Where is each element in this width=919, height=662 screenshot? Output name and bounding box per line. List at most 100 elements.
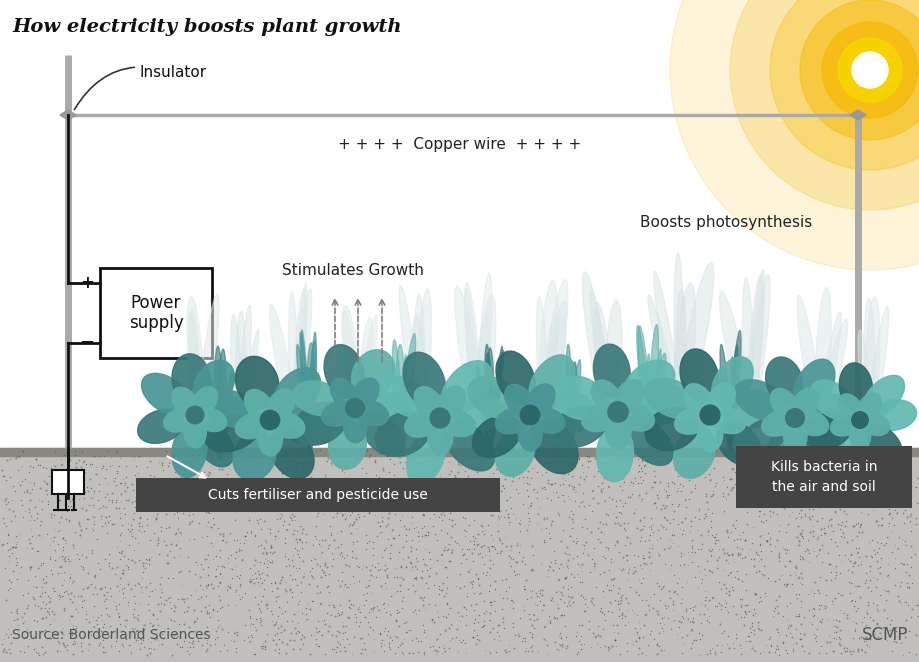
- Point: [574, 558, 589, 569]
- Point: [527, 610, 541, 620]
- Point: [247, 649, 262, 660]
- Point: [484, 540, 499, 551]
- Point: [649, 490, 664, 500]
- Point: [7, 453, 22, 463]
- Point: [113, 496, 128, 506]
- Point: [677, 495, 692, 505]
- Point: [294, 608, 309, 618]
- Point: [455, 549, 470, 560]
- Point: [698, 570, 712, 581]
- Point: [15, 612, 29, 622]
- Ellipse shape: [594, 303, 612, 425]
- Point: [281, 559, 296, 570]
- Point: [288, 628, 302, 638]
- Point: [740, 636, 754, 646]
- Point: [753, 595, 767, 606]
- Point: [232, 546, 246, 557]
- Point: [581, 451, 596, 462]
- Point: [741, 498, 755, 508]
- Point: [428, 649, 443, 659]
- Point: [279, 616, 294, 626]
- Point: [635, 549, 650, 560]
- Ellipse shape: [803, 412, 851, 449]
- Point: [440, 609, 455, 620]
- Point: [745, 561, 760, 571]
- Point: [709, 563, 723, 574]
- Point: [670, 541, 685, 551]
- Point: [585, 599, 600, 610]
- Point: [400, 495, 414, 505]
- Ellipse shape: [399, 355, 406, 458]
- Point: [783, 620, 798, 631]
- Point: [497, 474, 512, 485]
- Point: [768, 450, 783, 461]
- Point: [703, 521, 718, 532]
- Point: [39, 611, 53, 622]
- Point: [634, 524, 649, 534]
- Point: [67, 542, 82, 553]
- Point: [419, 483, 434, 494]
- Point: [79, 606, 94, 617]
- Point: [683, 520, 698, 531]
- Point: [498, 647, 513, 657]
- Point: [390, 641, 404, 652]
- Point: [98, 512, 113, 522]
- Point: [253, 572, 267, 583]
- Point: [76, 595, 91, 606]
- Point: [447, 470, 461, 481]
- Point: [79, 614, 94, 624]
- Point: [420, 527, 435, 538]
- Point: [131, 521, 146, 532]
- Point: [158, 523, 173, 534]
- Point: [721, 642, 736, 653]
- Point: [659, 457, 674, 467]
- Point: [817, 600, 832, 611]
- Point: [807, 489, 822, 500]
- Point: [846, 496, 861, 507]
- Point: [873, 512, 888, 523]
- Point: [444, 465, 459, 476]
- Point: [549, 599, 563, 610]
- Point: [828, 466, 843, 477]
- Point: [504, 561, 518, 571]
- Point: [78, 459, 93, 470]
- Point: [876, 540, 891, 551]
- Point: [850, 581, 865, 591]
- Point: [408, 553, 423, 563]
- Point: [69, 461, 84, 472]
- Point: [275, 608, 289, 618]
- Point: [889, 544, 903, 555]
- Point: [74, 646, 89, 657]
- Point: [899, 582, 913, 592]
- Point: [0, 471, 11, 481]
- Point: [238, 467, 253, 477]
- Point: [843, 458, 857, 469]
- Point: [199, 638, 214, 648]
- Point: [103, 641, 118, 651]
- Point: [199, 495, 213, 506]
- Point: [614, 485, 629, 495]
- Point: [777, 561, 792, 571]
- Point: [26, 594, 40, 604]
- Point: [147, 634, 162, 644]
- Point: [270, 533, 285, 544]
- Point: [596, 473, 610, 484]
- Point: [323, 487, 337, 498]
- Ellipse shape: [647, 295, 679, 420]
- Point: [393, 560, 408, 571]
- Point: [414, 620, 429, 630]
- Point: [31, 530, 46, 541]
- Point: [502, 516, 516, 527]
- Point: [448, 632, 463, 642]
- Point: [606, 580, 620, 591]
- Point: [799, 488, 813, 498]
- Point: [323, 458, 338, 469]
- Point: [619, 455, 634, 465]
- Point: [10, 476, 25, 487]
- Point: [902, 551, 917, 562]
- Point: [329, 508, 344, 519]
- Point: [765, 498, 779, 509]
- Ellipse shape: [414, 294, 425, 428]
- Point: [116, 551, 130, 561]
- Point: [292, 534, 307, 545]
